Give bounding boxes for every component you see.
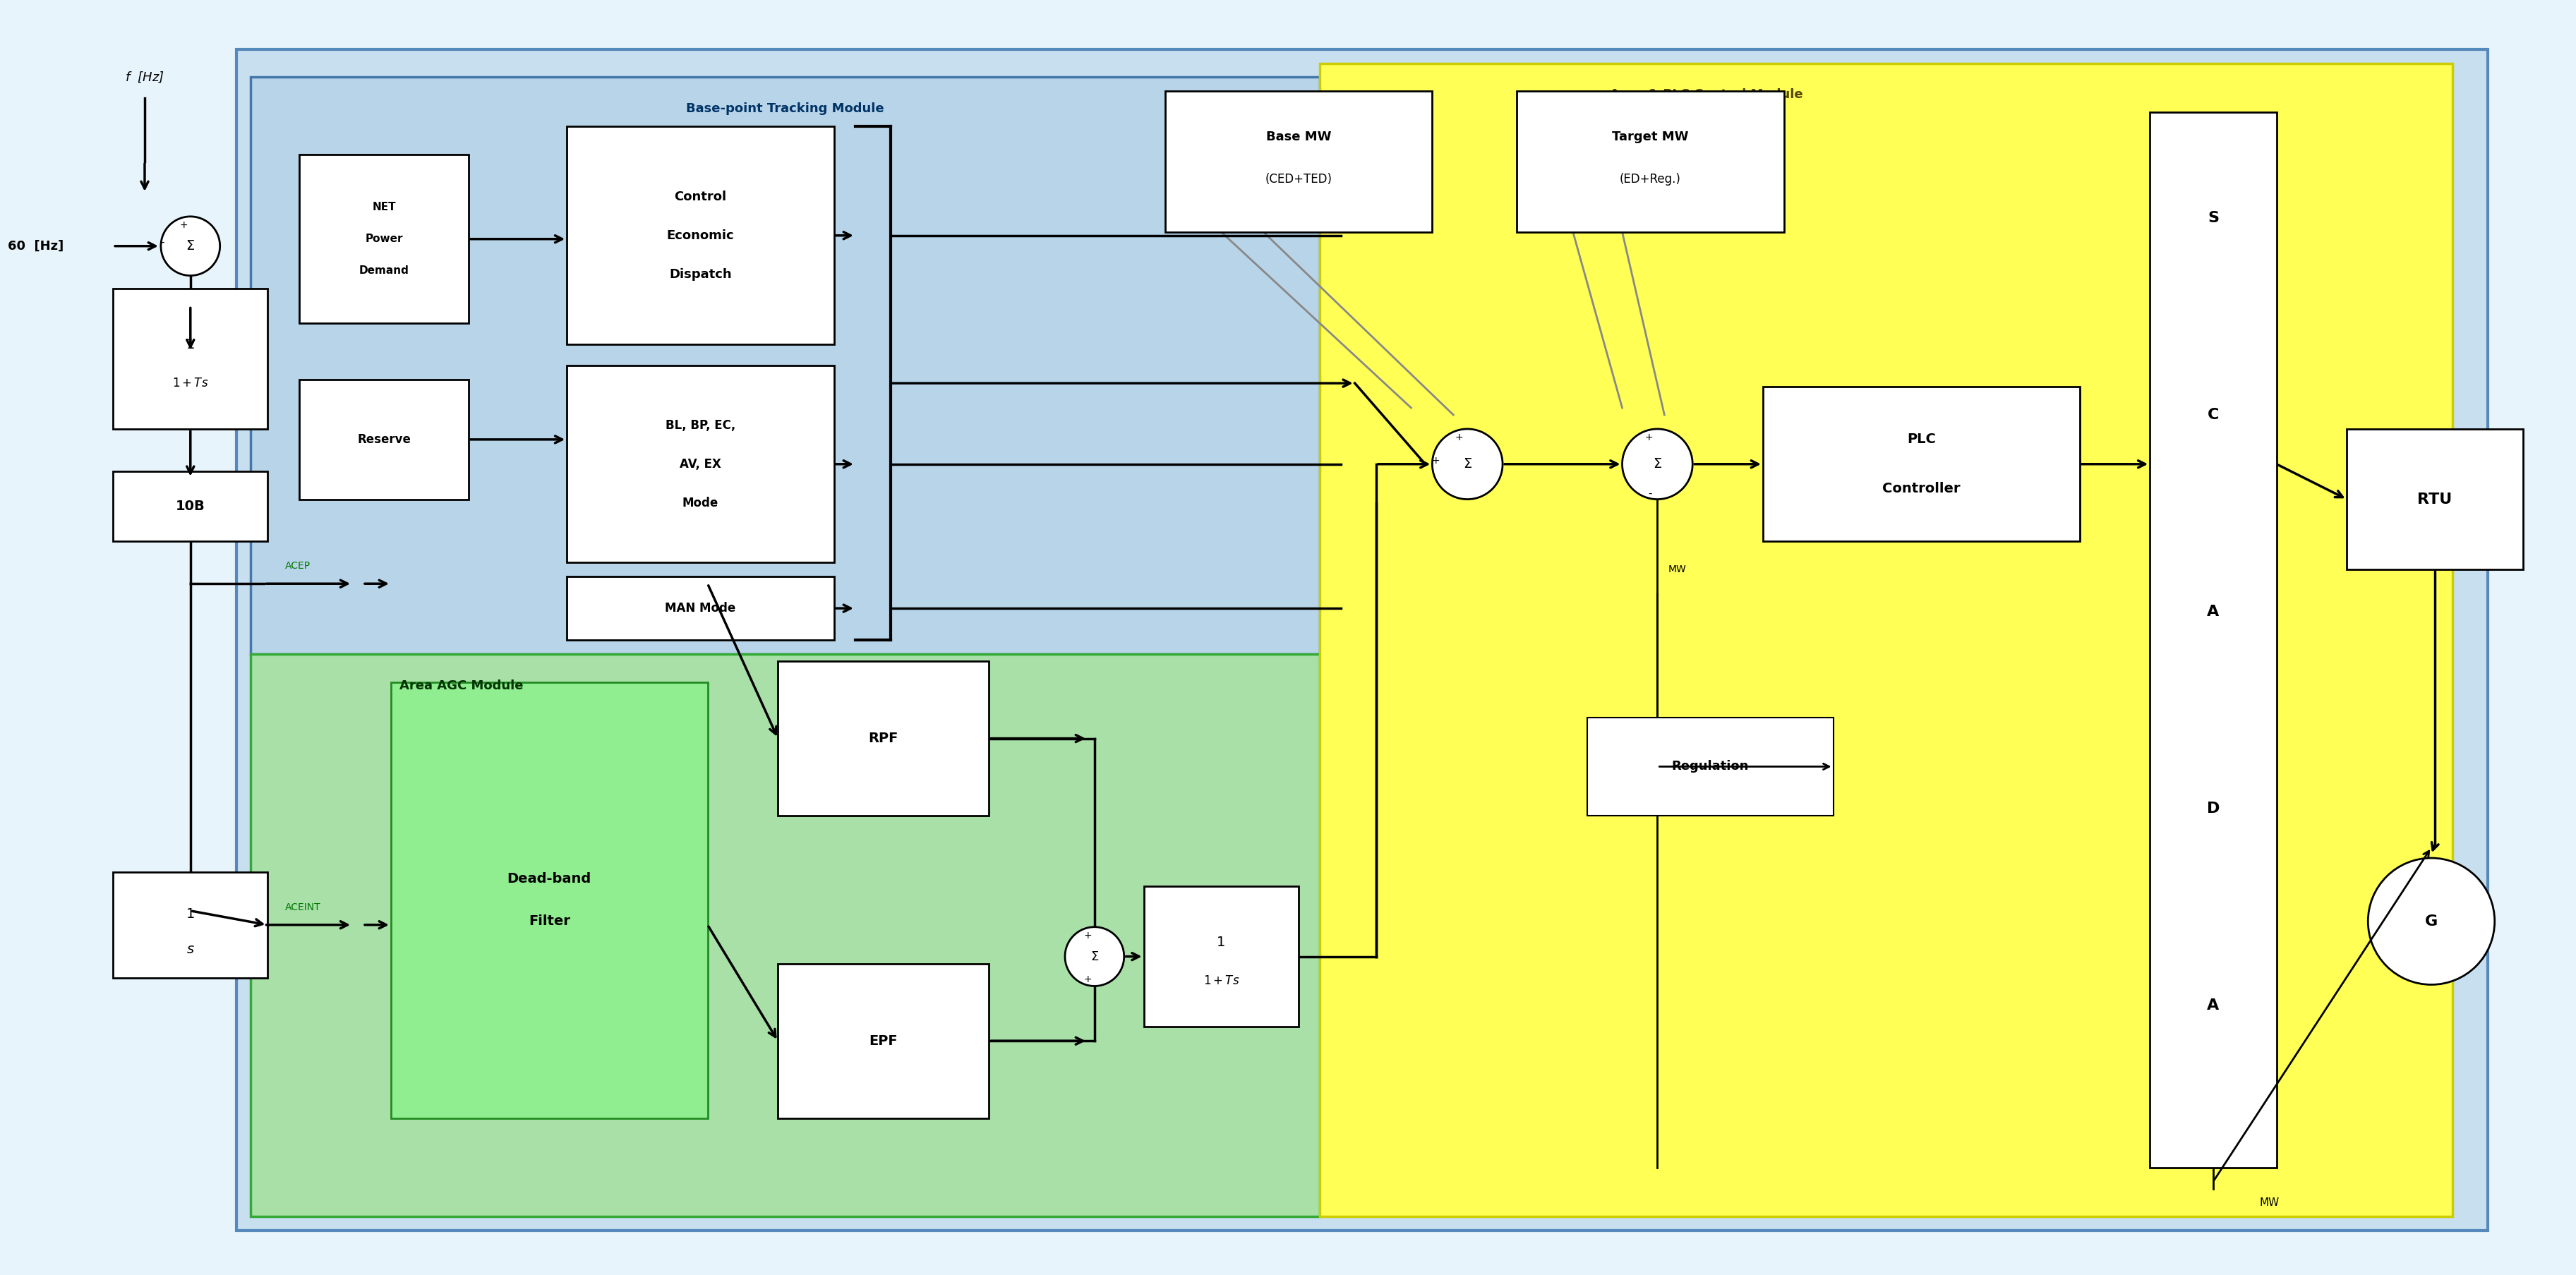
Text: Filter: Filter [528, 914, 569, 928]
Text: 1: 1 [185, 338, 196, 351]
Text: Demand: Demand [358, 265, 410, 275]
Text: EPF: EPF [868, 1034, 899, 1048]
Text: 1: 1 [185, 908, 196, 921]
Text: +: + [180, 221, 188, 230]
Circle shape [1432, 428, 1502, 500]
Text: $f$  [Hz]: $f$ [Hz] [124, 70, 165, 84]
Text: D: D [2208, 802, 2221, 816]
Text: G: G [2424, 914, 2437, 928]
Text: Area AGC Module: Area AGC Module [399, 680, 523, 692]
Text: MW: MW [1667, 565, 1687, 575]
FancyBboxPatch shape [250, 78, 1319, 654]
Text: +: + [1084, 931, 1092, 941]
FancyBboxPatch shape [299, 154, 469, 324]
Text: RPF: RPF [868, 732, 899, 745]
Text: Controller: Controller [1883, 482, 1960, 496]
Text: $s$: $s$ [185, 942, 196, 956]
Text: -: - [1649, 488, 1651, 499]
Circle shape [160, 217, 219, 275]
Text: -: - [160, 237, 165, 247]
Circle shape [1623, 428, 1692, 500]
Text: Power: Power [366, 233, 402, 245]
Text: Regulation: Regulation [1672, 760, 1749, 773]
Text: $1 + Ts$: $1 + Ts$ [1203, 975, 1239, 987]
Text: C: C [2208, 408, 2218, 422]
FancyBboxPatch shape [113, 472, 268, 542]
FancyBboxPatch shape [1517, 92, 1785, 232]
Text: 10B: 10B [175, 500, 206, 513]
FancyBboxPatch shape [567, 576, 835, 640]
FancyBboxPatch shape [2151, 112, 2277, 1168]
Text: +: + [1084, 974, 1092, 984]
Text: MW: MW [2259, 1197, 2280, 1207]
Text: Target MW: Target MW [1613, 130, 1690, 143]
Text: A: A [2208, 998, 2221, 1012]
Text: $\Sigma$: $\Sigma$ [1090, 950, 1100, 963]
FancyBboxPatch shape [567, 126, 835, 344]
Text: Economic: Economic [667, 230, 734, 242]
FancyBboxPatch shape [299, 380, 469, 500]
FancyBboxPatch shape [1587, 718, 1834, 816]
FancyBboxPatch shape [1164, 92, 1432, 232]
Text: ACEP: ACEP [286, 561, 312, 571]
FancyBboxPatch shape [2347, 428, 2522, 570]
Text: +: + [1455, 432, 1463, 442]
Text: (ED+Reg.): (ED+Reg.) [1620, 173, 1682, 186]
Text: Area & PLC Control Module: Area & PLC Control Module [1610, 88, 1803, 101]
Text: RTU: RTU [2416, 492, 2452, 506]
FancyBboxPatch shape [113, 872, 268, 978]
Text: 60  [Hz]: 60 [Hz] [8, 240, 64, 252]
Text: (CED+TED): (CED+TED) [1265, 173, 1332, 186]
FancyBboxPatch shape [392, 682, 708, 1118]
FancyBboxPatch shape [567, 366, 835, 562]
Text: $1 + Ts$: $1 + Ts$ [173, 377, 209, 390]
FancyBboxPatch shape [1144, 886, 1298, 1026]
FancyBboxPatch shape [237, 50, 2488, 1230]
Text: AV, EX: AV, EX [680, 458, 721, 470]
FancyBboxPatch shape [1319, 64, 2452, 1216]
Circle shape [1064, 927, 1123, 986]
Text: Dispatch: Dispatch [670, 268, 732, 280]
Text: BL, BP, EC,: BL, BP, EC, [665, 419, 737, 432]
Text: 1: 1 [1216, 936, 1226, 949]
Text: Dead-band: Dead-band [507, 872, 592, 886]
FancyBboxPatch shape [778, 660, 989, 816]
Text: $\Sigma$: $\Sigma$ [1654, 458, 1662, 470]
Text: $\Sigma$: $\Sigma$ [185, 240, 196, 252]
Circle shape [2367, 858, 2494, 984]
Text: MAN Mode: MAN Mode [665, 602, 737, 615]
FancyBboxPatch shape [250, 654, 1319, 1216]
FancyBboxPatch shape [1762, 386, 2079, 542]
Text: NET: NET [371, 201, 397, 213]
Text: +: + [1432, 455, 1440, 465]
Text: ACEINT: ACEINT [286, 903, 322, 912]
Text: Mode: Mode [683, 496, 719, 509]
FancyBboxPatch shape [778, 964, 989, 1118]
Text: Reserve: Reserve [358, 434, 410, 446]
Text: $\Sigma$: $\Sigma$ [1463, 458, 1471, 470]
Text: PLC: PLC [1906, 432, 1935, 446]
Text: Base-point Tracking Module: Base-point Tracking Module [685, 102, 884, 115]
Text: S: S [2208, 210, 2218, 224]
Text: +: + [1646, 432, 1654, 442]
Text: Control: Control [675, 190, 726, 203]
Text: Base MW: Base MW [1265, 130, 1332, 143]
Text: A: A [2208, 604, 2221, 618]
FancyBboxPatch shape [113, 288, 268, 428]
